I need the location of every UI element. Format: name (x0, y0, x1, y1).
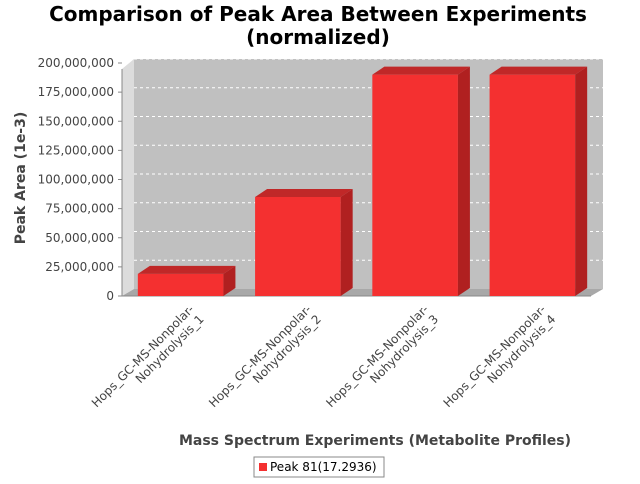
x-category-label-line: Hops_GC-MS-Nonpolar- (441, 302, 549, 410)
x-category-label: Hops_GC-MS-Nonpolar-Nohydrolysis_3 (323, 302, 441, 420)
x-category-label: Hops_GC-MS-Nonpolar-Nohydrolysis_1 (89, 302, 207, 420)
bar-top (489, 66, 588, 75)
y-axis-label: Peak Area (1e-3) (13, 112, 29, 245)
bar-front (489, 74, 576, 297)
y-tick-label: 100,000,000 (38, 173, 114, 187)
plot-floor (122, 289, 603, 296)
chart-title-line-1: Comparison of Peak Area Between Experime… (49, 2, 587, 26)
bar-front (137, 273, 224, 296)
x-category-label-line: Hops_GC-MS-Nonpolar- (89, 302, 197, 410)
chart-title-line-2: (normalized) (246, 25, 390, 49)
bar-top (255, 188, 353, 197)
bar-side (223, 265, 236, 296)
bar-3 (372, 66, 470, 297)
y-tick-label: 150,000,000 (38, 114, 114, 128)
y-tick-label: 75,000,000 (45, 202, 114, 216)
bar-1 (137, 265, 236, 296)
bar-front (372, 74, 458, 297)
legend: Peak 81(17.2936) (253, 456, 385, 478)
x-category-label-line: Hops_GC-MS-Nonpolar- (323, 302, 431, 410)
bar-side (457, 66, 470, 297)
bar-4 (489, 66, 588, 297)
y-tick-label: 50,000,000 (45, 231, 114, 245)
bar-front (255, 196, 341, 296)
plot-left-wall (122, 59, 134, 296)
y-tick-label: 200,000,000 (38, 56, 114, 70)
y-tick-label: 0 (106, 289, 114, 303)
y-axis-ticks: 0 25,000,000 50,000,000 75,000,000 100,000,0… (38, 56, 122, 303)
y-tick-label: 175,000,000 (38, 85, 114, 99)
bar-side (575, 66, 588, 297)
x-category-label: Hops_GC-MS-Nonpolar-Nohydrolysis_4 (441, 302, 559, 420)
bars (137, 66, 588, 297)
legend-entry: Peak 81(17.2936) (270, 460, 377, 474)
bar-top (137, 265, 236, 274)
x-category-label: Hops_GC-MS-Nonpolar-Nohydrolysis_2 (206, 302, 324, 420)
x-axis-categories: Hops_GC-MS-Nonpolar-Nohydrolysis_1 Hops_G… (89, 302, 559, 420)
y-tick-label: 125,000,000 (38, 143, 114, 157)
bar-top (372, 66, 470, 75)
y-tick-label: 25,000,000 (45, 260, 114, 274)
x-axis-label: Mass Spectrum Experiments (Metabolite Pr… (179, 433, 571, 449)
bar-side (340, 188, 353, 296)
bar-2 (255, 188, 353, 296)
legend-swatch (259, 463, 267, 471)
x-category-label-line: Hops_GC-MS-Nonpolar- (206, 302, 314, 410)
legend-box (253, 456, 385, 478)
